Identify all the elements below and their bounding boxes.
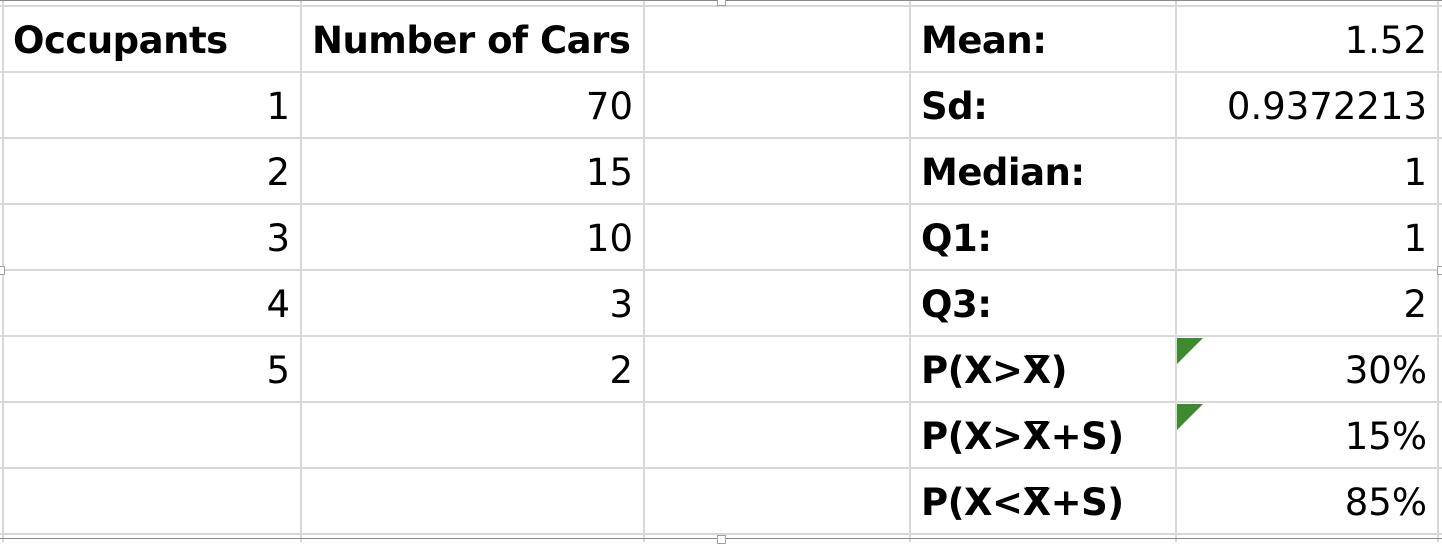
gridline-horizontal bbox=[0, 533, 1442, 535]
cell-number-of-cars[interactable]: 2 bbox=[609, 348, 633, 392]
x-bar-symbol: X bbox=[1022, 348, 1052, 392]
resize-handle[interactable] bbox=[1437, 266, 1442, 275]
label-text: P(X> bbox=[921, 414, 1023, 458]
cell-occupants[interactable]: 4 bbox=[266, 282, 290, 326]
stat-value-p-less-than-mean-plus-sd[interactable]: 85% bbox=[1344, 480, 1427, 524]
cell-occupants[interactable]: 1 bbox=[266, 84, 290, 128]
stat-value-sd[interactable]: 0.9372213 bbox=[1226, 84, 1427, 128]
gridline-vertical bbox=[909, 0, 911, 542]
cell-occupants[interactable]: 3 bbox=[266, 216, 290, 260]
cell-occupants[interactable]: 2 bbox=[266, 150, 290, 194]
stat-label-mean[interactable]: Mean: bbox=[921, 18, 1047, 62]
stat-label-p-greater-than-mean[interactable]: P(X> X) bbox=[911, 337, 1175, 403]
x-bar-symbol: X bbox=[1022, 480, 1052, 524]
stat-label-p-greater-than-mean-plus-sd[interactable]: P(X> X +S) bbox=[911, 403, 1175, 469]
stat-label-p-less-than-mean-plus-sd[interactable]: P(X< X +S) bbox=[911, 469, 1175, 535]
label-text: +S) bbox=[1050, 480, 1125, 524]
stat-value-median[interactable]: 1 bbox=[1403, 150, 1427, 194]
gridline-horizontal bbox=[0, 335, 1442, 337]
gridline-horizontal bbox=[0, 467, 1442, 469]
stat-value-p-greater-than-mean-plus-sd[interactable]: 15% bbox=[1344, 414, 1427, 458]
stat-value-q3[interactable]: 2 bbox=[1403, 282, 1427, 326]
stat-label-q1[interactable]: Q1: bbox=[921, 216, 992, 260]
gridline-vertical bbox=[643, 0, 645, 542]
label-text: P(X< bbox=[921, 480, 1023, 524]
gridline-horizontal bbox=[0, 401, 1442, 403]
gridline-horizontal bbox=[0, 203, 1442, 205]
cell-number-of-cars[interactable]: 15 bbox=[585, 150, 633, 194]
gridline-horizontal bbox=[0, 71, 1442, 73]
header-occupants[interactable]: Occupants bbox=[13, 18, 228, 62]
label-text: P(X> bbox=[921, 348, 1023, 392]
stat-label-median[interactable]: Median: bbox=[921, 150, 1085, 194]
stat-label-sd[interactable]: Sd: bbox=[921, 84, 988, 128]
empty-cell[interactable] bbox=[645, 7, 909, 73]
resize-handle[interactable] bbox=[0, 266, 5, 275]
resize-handle[interactable] bbox=[717, 0, 726, 6]
cell-occupants[interactable]: 5 bbox=[266, 348, 290, 392]
gridline-vertical bbox=[300, 0, 302, 542]
error-indicator-icon[interactable] bbox=[1177, 404, 1203, 430]
gridline-horizontal bbox=[0, 5, 1442, 7]
stat-label-q3[interactable]: Q3: bbox=[921, 282, 992, 326]
resize-handle[interactable] bbox=[717, 535, 726, 544]
gridline-horizontal bbox=[0, 137, 1442, 139]
stat-value-p-greater-than-mean[interactable]: 30% bbox=[1344, 348, 1427, 392]
error-indicator-icon[interactable] bbox=[1177, 338, 1203, 364]
stat-value-mean[interactable]: 1.52 bbox=[1344, 18, 1427, 62]
cell-number-of-cars[interactable]: 10 bbox=[585, 216, 633, 260]
label-text: ) bbox=[1050, 348, 1068, 392]
header-number-of-cars[interactable]: Number of Cars bbox=[312, 18, 631, 62]
x-bar-symbol: X bbox=[1022, 414, 1052, 458]
gridline-horizontal bbox=[0, 269, 1442, 271]
label-text: +S) bbox=[1050, 414, 1125, 458]
cell-number-of-cars[interactable]: 70 bbox=[585, 84, 633, 128]
gridline-vertical bbox=[1175, 0, 1177, 542]
stat-value-q1[interactable]: 1 bbox=[1403, 216, 1427, 260]
cell-number-of-cars[interactable]: 3 bbox=[609, 282, 633, 326]
